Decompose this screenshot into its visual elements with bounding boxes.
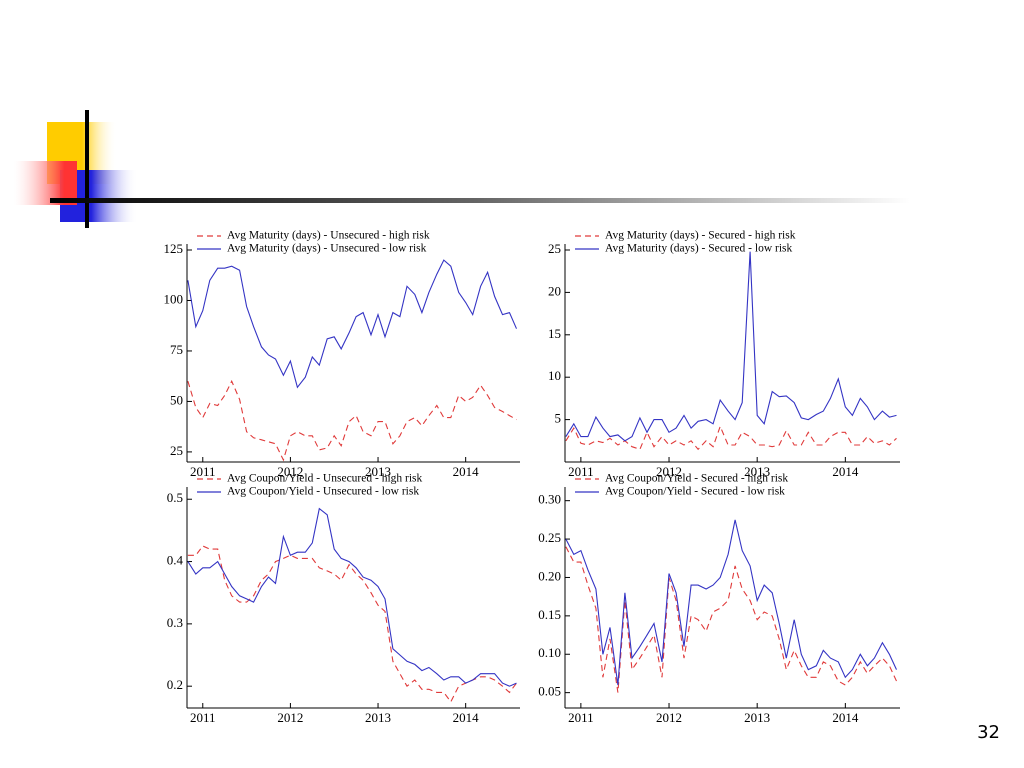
x-tick-label: 2013 [365, 710, 391, 725]
y-tick-label: 20 [548, 283, 561, 298]
x-tick-label: 2011 [568, 464, 594, 479]
y-tick-label: 25 [548, 241, 561, 256]
y-tick-label: 0.15 [538, 607, 561, 622]
x-tick-label: 2013 [365, 464, 391, 479]
y-tick-label: 15 [548, 326, 561, 341]
y-tick-label: 0.20 [538, 568, 561, 583]
series-line [187, 259, 518, 389]
y-tick-label: 25 [170, 443, 183, 458]
x-tick-label: 2014 [453, 464, 480, 479]
series-line [565, 424, 897, 451]
x-tick-label: 2012 [656, 710, 682, 725]
legend-label: Avg Coupon/Yield - Secured - high risk [605, 473, 788, 485]
x-tick-label: 2014 [832, 710, 859, 725]
x-tick-label: 2011 [190, 710, 216, 725]
deco-square [14, 161, 77, 205]
legend-label: Avg Coupon/Yield - Secured - low risk [605, 486, 785, 498]
y-tick-label: 0.05 [538, 684, 561, 699]
legend-label: Avg Maturity (days) - Unsecured - high r… [227, 230, 430, 242]
legend-label: Avg Coupon/Yield - Unsecured - high risk [227, 473, 423, 485]
legend-label: Avg Maturity (days) - Unsecured - low ri… [227, 243, 427, 255]
series-line [565, 519, 897, 686]
x-tick-label: 2014 [453, 710, 480, 725]
x-tick-label: 2011 [568, 710, 594, 725]
y-tick-label: 0.25 [538, 530, 561, 545]
y-tick-label: 0.30 [538, 492, 561, 507]
series-line [565, 251, 897, 442]
y-tick-label: 75 [170, 342, 183, 357]
y-tick-label: 125 [164, 241, 184, 256]
x-tick-label: 2012 [277, 710, 303, 725]
series-line [187, 507, 517, 687]
y-tick-label: 10 [548, 368, 561, 383]
y-tick-label: 100 [164, 291, 184, 306]
y-tick-label: 0.5 [167, 490, 183, 505]
y-tick-label: 0.10 [538, 645, 561, 660]
legend-label: Avg Maturity (days) - Secured - low risk [605, 243, 793, 255]
deco-line [85, 110, 89, 228]
legend-label: Avg Coupon/Yield - Unsecured - low risk [227, 486, 419, 498]
series-line [187, 379, 517, 462]
y-tick-label: 0.4 [167, 553, 184, 568]
page-number: 32 [977, 722, 1000, 743]
x-tick-label: 2012 [277, 464, 303, 479]
x-tick-label: 2013 [744, 464, 770, 479]
legend-label: Avg Maturity (days) - Secured - high ris… [605, 230, 796, 242]
y-tick-label: 0.2 [167, 677, 183, 692]
series-line [565, 546, 897, 693]
x-tick-label: 2014 [832, 464, 859, 479]
deco-line [50, 198, 910, 203]
x-tick-label: 2011 [190, 464, 216, 479]
y-tick-label: 0.3 [167, 615, 183, 630]
y-tick-label: 50 [170, 392, 183, 407]
x-tick-label: 2013 [744, 710, 770, 725]
series-line [187, 545, 517, 703]
y-tick-label: 5 [555, 411, 562, 426]
x-tick-label: 2012 [656, 464, 682, 479]
